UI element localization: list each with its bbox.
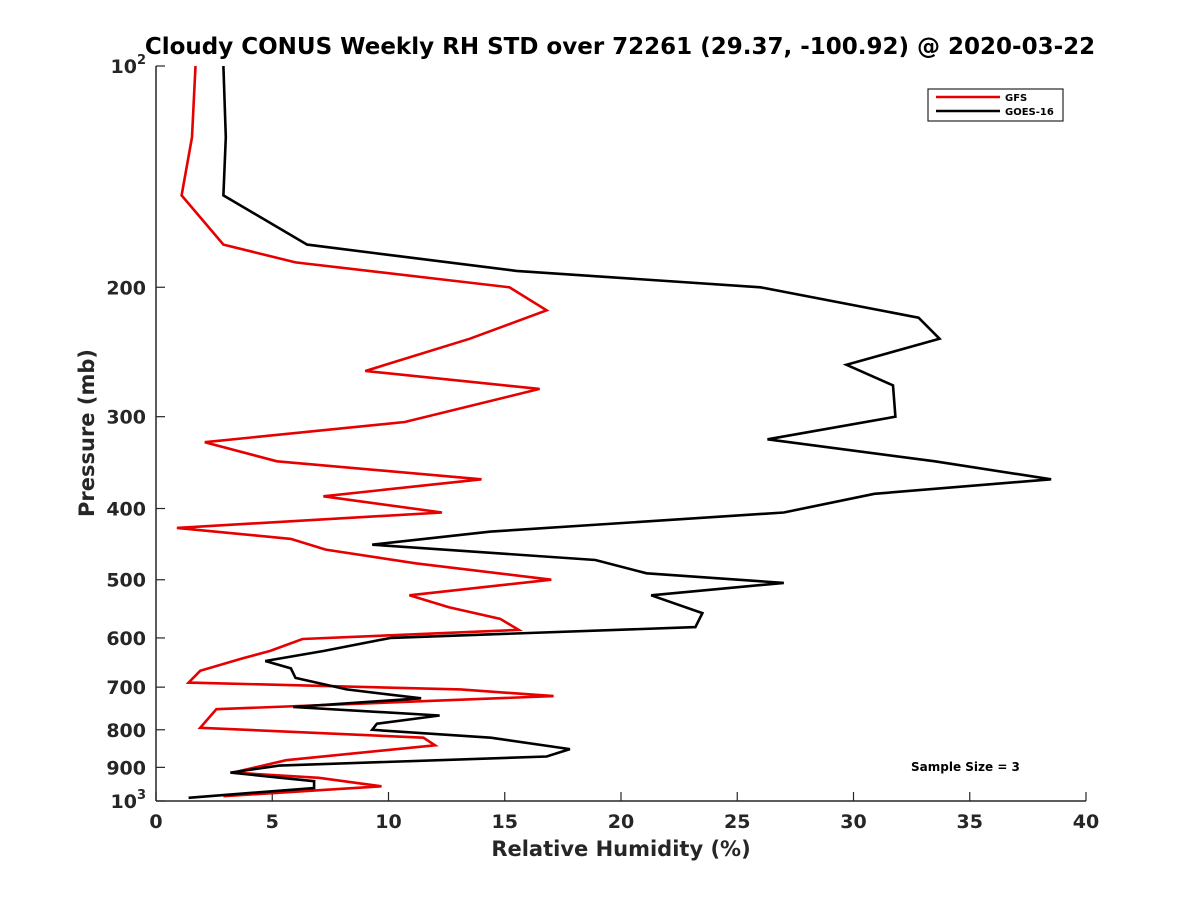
x-tick-label: 0 bbox=[149, 811, 162, 833]
series-line-goes16 bbox=[188, 65, 1052, 800]
x-tick-label: 30 bbox=[840, 811, 866, 833]
series-line-gfs bbox=[176, 65, 554, 798]
x-tick-label: 25 bbox=[724, 811, 750, 833]
x-ticks: 0 5 10 15 20 25 30 35 40 bbox=[149, 792, 1099, 833]
x-tick-label: 40 bbox=[1073, 811, 1099, 833]
chart-title: Cloudy CONUS Weekly RH STD over 72261 (2… bbox=[145, 34, 1095, 60]
legend-label-goes16: GOES-16 bbox=[1005, 107, 1054, 118]
legend-box bbox=[927, 88, 1064, 122]
x-tick-label: 35 bbox=[957, 811, 983, 833]
y-tick-label: 102 bbox=[111, 53, 147, 78]
y-ticks: 102 200 300 400 500 600 700 800 900 103 bbox=[106, 53, 165, 813]
x-tick-label: 15 bbox=[492, 811, 518, 833]
y-tick-label: 700 bbox=[106, 677, 146, 699]
y-tick-label: 103 bbox=[111, 788, 147, 813]
x-tick-label: 10 bbox=[375, 811, 401, 833]
y-tick-label: 600 bbox=[106, 628, 146, 650]
y-tick-label: 800 bbox=[106, 720, 146, 742]
y-axis-label: Pressure (mb) bbox=[75, 349, 99, 517]
legend-label-gfs: GFS bbox=[1005, 93, 1027, 104]
y-tick-label: 500 bbox=[106, 570, 146, 592]
x-tick-label: 5 bbox=[266, 811, 279, 833]
y-tick-label: 900 bbox=[106, 757, 146, 779]
series-layer bbox=[176, 65, 1052, 800]
x-tick-label: 20 bbox=[608, 811, 634, 833]
legend: GFS GOES-16 bbox=[927, 88, 1064, 122]
y-tick-label: 400 bbox=[106, 499, 146, 521]
x-axis-label: Relative Humidity (%) bbox=[491, 837, 750, 861]
y-tick-label: 300 bbox=[106, 407, 146, 429]
sample-size-annotation: Sample Size = 3 bbox=[911, 760, 1020, 774]
y-tick-label: 200 bbox=[106, 277, 146, 299]
